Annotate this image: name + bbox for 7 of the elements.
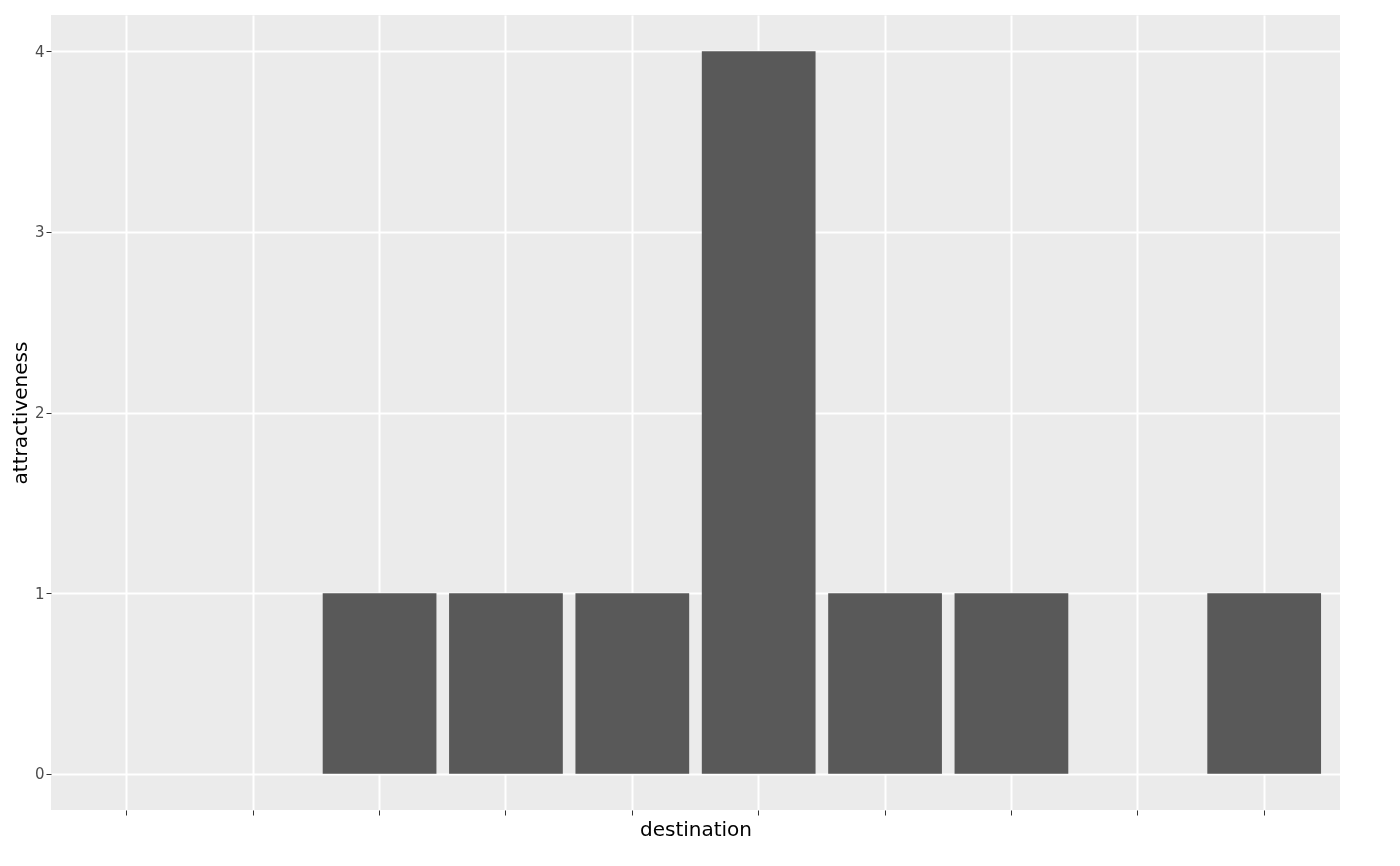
y-tick-label: 1 xyxy=(34,584,45,603)
y-tick-label: 2 xyxy=(34,404,45,422)
y-tick-label: 4 xyxy=(34,42,45,61)
y-axis-title: attractiveness xyxy=(7,341,32,485)
y-tick-label: 3 xyxy=(34,223,45,242)
y-tick-label: 0 xyxy=(34,765,45,784)
x-axis-title: destination xyxy=(639,817,753,841)
